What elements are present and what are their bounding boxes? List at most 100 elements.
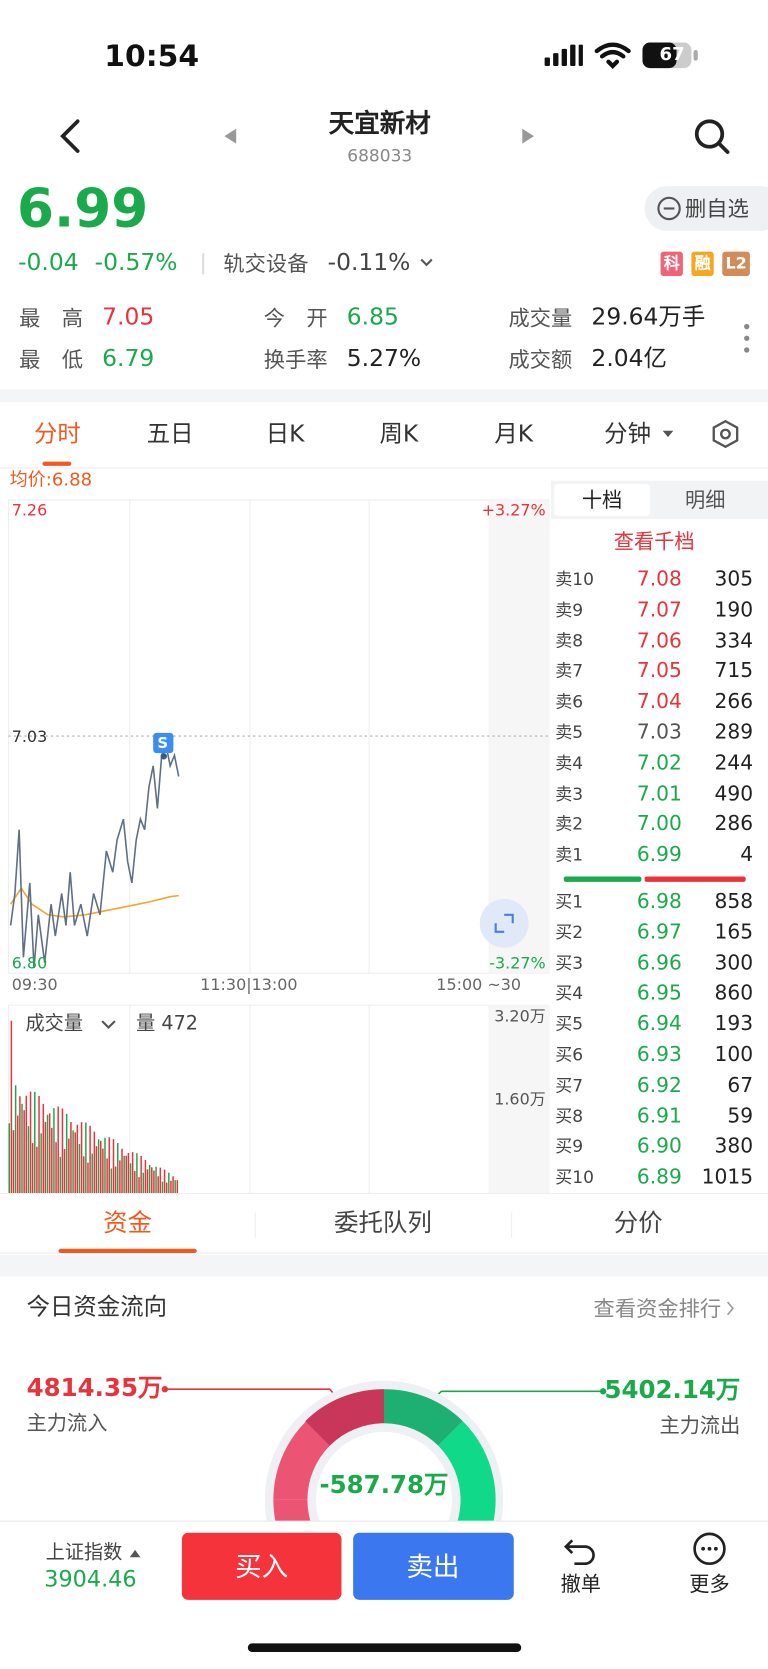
sell-button[interactable] <box>353 1532 514 1600</box>
watch-button[interactable] <box>644 186 768 231</box>
volume-bar <box>112 1139 115 1194</box>
change-pct: -0.57% <box>94 249 178 277</box>
fund-link[interactable]: 查看资金排行 <box>593 1295 722 1322</box>
book-volume: 59 <box>727 1104 754 1128</box>
expand-button[interactable] <box>479 898 529 948</box>
sector[interactable]: 轨交设备 <box>223 251 309 277</box>
sell-label[interactable]: 卖出 <box>406 1551 460 1583</box>
chart-tab[interactable]: 五日 <box>146 421 194 448</box>
volume-bar <box>53 1108 55 1194</box>
stat-label: 最 高 <box>19 305 83 331</box>
book-price: 6.91 <box>636 1104 682 1128</box>
volume-bar <box>117 1143 119 1194</box>
book-volume: 244 <box>714 751 754 775</box>
book-level: 卖2 <box>555 814 584 835</box>
book-tab[interactable]: 十档 <box>581 488 623 513</box>
tab-underline <box>42 461 72 466</box>
book-level: 买3 <box>555 952 584 973</box>
book-price: 6.95 <box>636 981 682 1006</box>
book-price: 7.00 <box>636 812 682 836</box>
search-icon[interactable] <box>694 119 730 154</box>
section-tab[interactable]: 分价 <box>613 1209 663 1238</box>
more-label[interactable]: 更多 <box>689 1572 730 1597</box>
volume-bar <box>95 1146 98 1194</box>
section-tab[interactable]: 资金 <box>103 1209 153 1238</box>
volume-bar <box>140 1155 142 1194</box>
more-dots[interactable] <box>744 323 750 353</box>
chart-tab[interactable]: 月K <box>494 421 534 448</box>
volume-bar <box>108 1137 110 1194</box>
bid-ask-bar <box>644 876 746 882</box>
next-icon[interactable] <box>522 128 534 144</box>
book-volume: 858 <box>714 889 754 914</box>
volume-bar <box>131 1152 134 1194</box>
book-level: 买8 <box>555 1105 584 1127</box>
volume-bar <box>155 1166 157 1194</box>
book-volume: 100 <box>714 1042 754 1067</box>
volume-bar <box>163 1169 166 1194</box>
volume-bar <box>57 1106 59 1194</box>
book-volume: 300 <box>714 951 754 975</box>
book-level: 买10 <box>555 1167 594 1188</box>
price-line <box>9 741 180 969</box>
volume-bar <box>78 1144 81 1194</box>
volume-bar <box>123 1155 125 1194</box>
cancel-label[interactable]: 撤单 <box>560 1572 602 1597</box>
section-tab[interactable]: 委托队列 <box>334 1209 432 1238</box>
volume-bar <box>119 1160 121 1194</box>
stat-label: 换手率 <box>263 346 328 373</box>
chevron <box>726 1301 734 1316</box>
index-name[interactable]: 上证指数 <box>45 1541 123 1564</box>
settings-icon[interactable] <box>712 419 739 449</box>
current-dot <box>160 753 168 760</box>
chart-tab[interactable]: 日K <box>265 421 305 448</box>
vol-title[interactable]: 成交量 <box>25 1012 83 1035</box>
book-tab[interactable]: 明细 <box>685 488 726 513</box>
book-volume: 490 <box>714 781 754 806</box>
book-price: 6.97 <box>636 920 682 944</box>
fund-title: 今日资金流向 <box>26 1294 168 1322</box>
book-level: 买4 <box>555 983 584 1004</box>
stat-value: 5.27% <box>346 345 422 373</box>
chart-tab[interactable]: 分时 <box>34 421 81 448</box>
cancel-icon[interactable] <box>564 1539 595 1565</box>
book-volume: 715 <box>714 659 754 683</box>
watch-label[interactable]: 删自选 <box>685 195 749 222</box>
back-icon[interactable] <box>60 119 80 153</box>
book-volume: 4 <box>740 843 754 867</box>
chart-tab[interactable]: 周K <box>379 421 419 448</box>
badge: 科 <box>660 251 683 277</box>
volume-bar <box>14 1085 17 1194</box>
chevron <box>420 258 433 267</box>
volume-bar <box>21 1103 23 1194</box>
buy-button[interactable] <box>181 1532 342 1600</box>
book-price: 6.96 <box>636 951 682 975</box>
volume-bar <box>36 1146 38 1194</box>
volume-bar <box>121 1148 123 1194</box>
volume-bar <box>10 1020 13 1194</box>
clock: 10:54 <box>104 38 200 74</box>
stat-label: 成交量 <box>508 305 573 331</box>
vol-now: 量 472 <box>136 1012 198 1035</box>
home-indicator <box>247 1643 522 1652</box>
book-level: 买6 <box>555 1044 584 1065</box>
buy-label[interactable]: 买入 <box>235 1551 289 1583</box>
y-label: -3.27% <box>489 953 546 973</box>
wifi <box>594 42 631 69</box>
chart-tab[interactable]: 分钟 <box>604 421 652 448</box>
stat-value: 2.04亿 <box>591 345 667 373</box>
index-value: 3904.46 <box>44 1566 137 1592</box>
prev-icon[interactable] <box>224 128 237 144</box>
volume-bar <box>144 1159 147 1194</box>
volume-bar <box>61 1108 64 1194</box>
book-level: 买9 <box>555 1136 584 1157</box>
book-more[interactable]: 查看千档 <box>613 530 695 554</box>
outflow-leader <box>427 1390 604 1405</box>
volume-bar <box>70 1122 72 1194</box>
book-tab-active[interactable] <box>554 483 650 516</box>
outflow-label: 主力流出 <box>659 1414 741 1438</box>
more-icon[interactable] <box>693 1532 726 1565</box>
stat-label: 最 低 <box>19 346 83 373</box>
